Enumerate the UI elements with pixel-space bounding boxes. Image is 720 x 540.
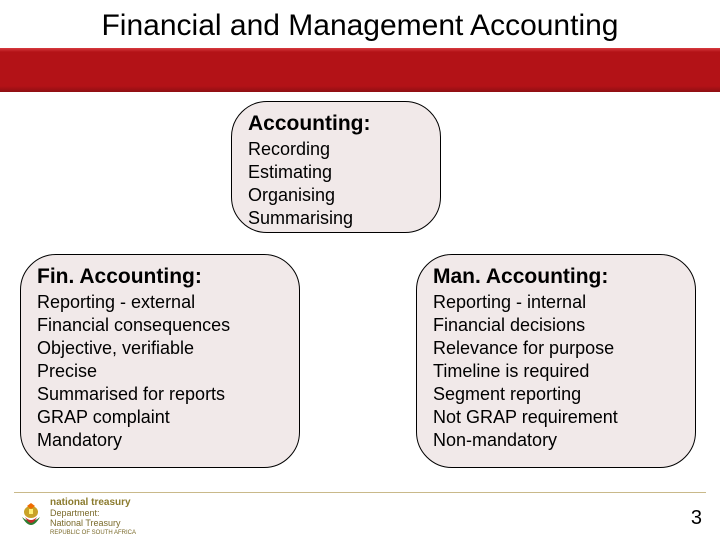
box-fin-accounting: Fin. Accounting: Reporting - external Fi… xyxy=(20,254,300,468)
coat-of-arms-icon xyxy=(18,503,44,533)
list-item: Recording xyxy=(248,138,424,161)
footer-org-sub1: Department: xyxy=(50,508,136,518)
list-item: GRAP complaint xyxy=(37,406,283,429)
box-accounting-list: Recording Estimating Organising Summaris… xyxy=(248,138,424,230)
footer-divider xyxy=(14,492,706,493)
list-item: Precise xyxy=(37,360,283,383)
footer: national treasury Department: National T… xyxy=(0,492,720,540)
list-item: Timeline is required xyxy=(433,360,679,383)
list-item: Summarising xyxy=(248,207,424,230)
list-item: Relevance for purpose xyxy=(433,337,679,360)
footer-org-sub3: REPUBLIC OF SOUTH AFRICA xyxy=(50,528,136,538)
box-accounting: Accounting: Recording Estimating Organis… xyxy=(231,101,441,233)
list-item: Objective, verifiable xyxy=(37,337,283,360)
list-item: Segment reporting xyxy=(433,383,679,406)
footer-org-sub2: National Treasury xyxy=(50,518,136,528)
list-item: Financial consequences xyxy=(37,314,283,337)
list-item: Summarised for reports xyxy=(37,383,283,406)
footer-logo: national treasury Department: National T… xyxy=(18,498,136,538)
box-man-list: Reporting - internal Financial decisions… xyxy=(433,291,679,452)
list-item: Organising xyxy=(248,184,424,207)
footer-logo-text: national treasury Department: National T… xyxy=(50,498,136,538)
box-fin-title: Fin. Accounting: xyxy=(37,265,283,289)
page-number: 3 xyxy=(691,507,702,530)
slide-title: Financial and Management Accounting xyxy=(0,6,720,46)
list-item: Non-mandatory xyxy=(433,429,679,452)
box-man-title: Man. Accounting: xyxy=(433,265,679,289)
list-item: Reporting - internal xyxy=(433,291,679,314)
list-item: Financial decisions xyxy=(433,314,679,337)
list-item: Reporting - external xyxy=(37,291,283,314)
box-accounting-title: Accounting: xyxy=(248,112,424,136)
box-fin-list: Reporting - external Financial consequen… xyxy=(37,291,283,452)
list-item: Estimating xyxy=(248,161,424,184)
list-item: Mandatory xyxy=(37,429,283,452)
list-item: Not GRAP requirement xyxy=(433,406,679,429)
footer-org-name: national treasury xyxy=(50,498,136,508)
header-band xyxy=(0,52,720,86)
box-man-accounting: Man. Accounting: Reporting - internal Fi… xyxy=(416,254,696,468)
